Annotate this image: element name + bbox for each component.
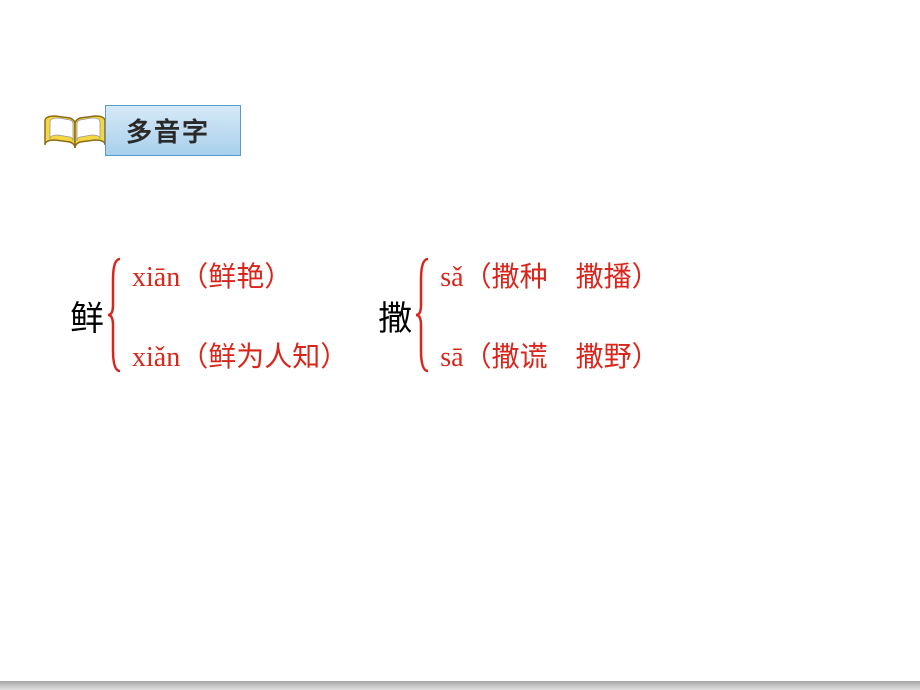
reading-item: xiǎn（鲜为人知）: [132, 335, 348, 375]
polyphonic-content: 鲜 xiān（鲜艳） xiǎn（鲜为人知） 撒 sǎ（撒种 撒播） sā（撒谎 …: [70, 255, 870, 375]
left-brace-icon: [106, 255, 124, 375]
polyphonic-group: 鲜 xiān（鲜艳） xiǎn（鲜为人知）: [70, 255, 348, 375]
reading-item: sā（撒谎 撒野）: [440, 335, 659, 375]
reading-item: sǎ（撒种 撒播）: [440, 255, 659, 295]
reading-item: xiān（鲜艳）: [132, 255, 348, 295]
examples: （鲜为人知）: [180, 342, 348, 373]
examples: （撒谎 撒野）: [464, 342, 660, 373]
hanzi-char: 撒: [378, 291, 412, 340]
pinyin: sǎ: [440, 262, 463, 293]
readings-list: xiān（鲜艳） xiǎn（鲜为人知）: [132, 255, 348, 375]
pinyin: xiān: [132, 262, 180, 293]
open-book-icon: [40, 106, 110, 156]
bottom-shadow: [0, 681, 920, 690]
title-banner: 多音字: [105, 105, 241, 156]
section-title: 多音字: [126, 118, 210, 147]
section-header: 多音字: [40, 105, 241, 156]
hanzi-char: 鲜: [70, 291, 104, 340]
examples: （鲜艳）: [180, 262, 292, 293]
examples: （撒种 撒播）: [464, 262, 660, 293]
readings-list: sǎ（撒种 撒播） sā（撒谎 撒野）: [440, 255, 659, 375]
pinyin: sā: [440, 342, 463, 373]
polyphonic-group: 撒 sǎ（撒种 撒播） sā（撒谎 撒野）: [378, 255, 659, 375]
pinyin: xiǎn: [132, 342, 180, 373]
left-brace-icon: [414, 255, 432, 375]
